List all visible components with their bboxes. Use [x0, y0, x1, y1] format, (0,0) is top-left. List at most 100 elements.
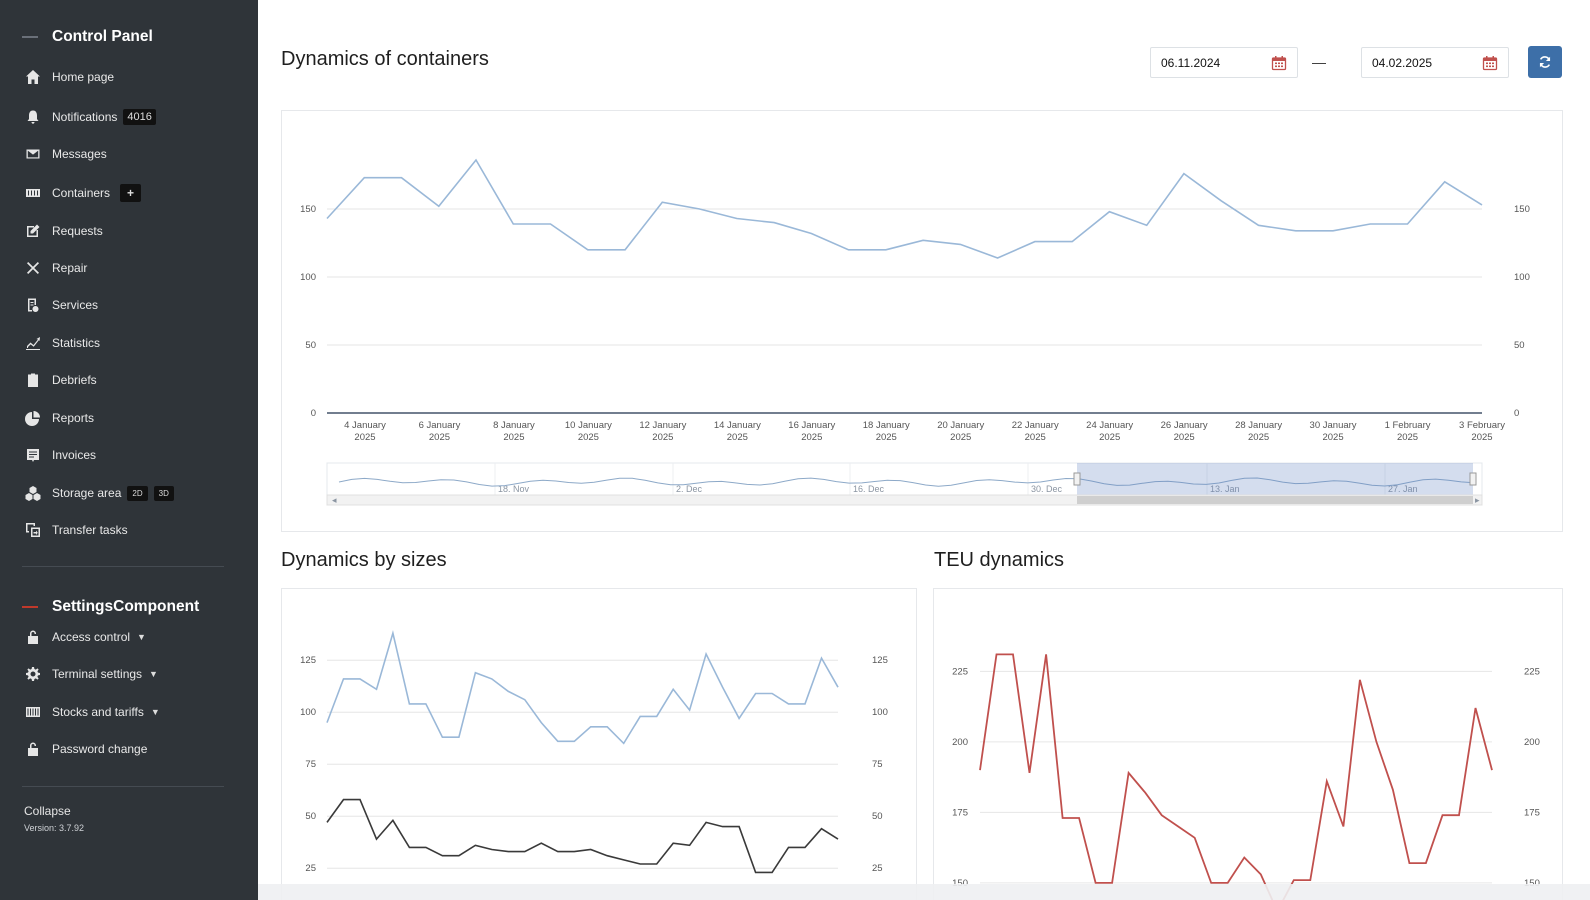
date-to-input[interactable]: 04.02.2025 — [1361, 47, 1509, 78]
sidebar: Control Panel Home page Notifications 40… — [0, 0, 258, 900]
sidebar-item-label: Services — [52, 298, 99, 312]
sidebar-item-access-control[interactable]: Access control ▼ — [24, 626, 146, 648]
y-tick-label-left: 150 — [300, 204, 316, 215]
sidebar-item-transfer-tasks[interactable]: Transfer tasks — [24, 519, 128, 541]
lock-icon — [24, 740, 42, 758]
sidebar-item-messages[interactable]: Messages — [24, 143, 107, 165]
storage-2d-button[interactable]: 2D — [127, 485, 148, 501]
teu-section-title: TEU dynamics — [934, 549, 1065, 571]
x-tick-label: 4 January 2025 — [344, 420, 386, 443]
home-icon — [24, 68, 42, 86]
navigator-series-line — [338, 477, 1475, 487]
container-icon — [24, 184, 42, 202]
page-title: Dynamics of containers — [281, 48, 489, 70]
cubes-icon — [24, 484, 42, 502]
y-tick-label-right: 150 — [1514, 204, 1530, 215]
sizes-chart: 25 25 50 50 75 75 100 100 125 125 — [300, 630, 888, 874]
edit-icon — [24, 222, 42, 240]
clipboard-icon — [24, 371, 42, 389]
y-tick-label-right: 0 — [1514, 408, 1519, 419]
unlock-icon — [24, 628, 42, 646]
invoice-icon — [24, 446, 42, 464]
x-tick-label: 6 January 2025 — [419, 420, 461, 443]
sidebar-item-password-change[interactable]: Password change — [24, 738, 147, 760]
x-tick-label: 30 January 2025 — [1310, 420, 1357, 443]
sidebar-item-label: Containers — [52, 186, 111, 200]
pie-icon — [24, 409, 42, 427]
navigator-label: 30. Dec — [1031, 484, 1063, 494]
x-tick-label: 16 January 2025 — [788, 420, 835, 443]
sidebar-item-requests[interactable]: Requests — [24, 220, 103, 242]
calendar-icon[interactable] — [1271, 55, 1287, 71]
sidebar-item-services[interactable]: Services — [24, 294, 98, 316]
y-tick-label-left: 50 — [305, 811, 316, 822]
x-tick-label: 24 January 2025 — [1086, 420, 1133, 443]
y-tick-label-left: 0 — [311, 408, 316, 419]
navigator-label: 13. Jan — [1210, 484, 1240, 494]
transfer-icon — [24, 521, 42, 539]
x-tick-label: 28 January 2025 — [1235, 420, 1282, 443]
x-tick-label: 26 January 2025 — [1161, 420, 1208, 443]
chevron-down-icon: ▼ — [149, 669, 158, 679]
sidebar-divider — [22, 786, 224, 787]
collapse-button[interactable]: Collapse — [24, 804, 71, 818]
containers-chart-panel: 0 0 50 50 100 100 150 150 4 January 2025 6 January… — [281, 110, 1563, 532]
version-label: Version: 3.7.92 — [24, 823, 85, 833]
navigator-label: 16. Dec — [853, 484, 885, 494]
add-container-button[interactable]: + — [120, 184, 142, 202]
y-tick-label-right: 25 — [872, 863, 883, 874]
y-tick-label-right: 50 — [1514, 340, 1525, 351]
x-tick-label: 3 February 2025 — [1459, 420, 1505, 443]
gear-icon — [24, 665, 42, 683]
sidebar-item-label: Notifications — [52, 110, 118, 124]
sidebar-item-statistics[interactable]: Statistics — [24, 332, 100, 354]
storage-3d-button[interactable]: 3D — [153, 485, 174, 501]
sidebar-item-terminal-settings[interactable]: Terminal settings ▼ — [24, 663, 158, 685]
x-tick-label: 10 January 2025 — [565, 420, 612, 443]
y-tick-label-left: 25 — [305, 863, 316, 874]
sidebar-item-label: Transfer tasks — [52, 523, 128, 537]
y-tick-label-right: 75 — [872, 759, 883, 770]
date-from-value: 06.11.2024 — [1161, 55, 1221, 70]
navigator-area — [326, 462, 1483, 496]
y-tick-label-left: 125 — [300, 655, 316, 666]
refresh-button[interactable] — [1528, 46, 1562, 78]
y-tick-label-right: 150 — [1524, 878, 1540, 889]
sidebar-item-label: Invoices — [52, 448, 97, 462]
navigator-scrollbar-track — [326, 494, 1483, 506]
sidebar-item-invoices[interactable]: Invoices — [24, 444, 96, 466]
sidebar-item-repair[interactable]: Repair — [24, 257, 87, 279]
calendar-icon[interactable] — [1482, 55, 1498, 71]
sidebar-item-containers[interactable]: Containers + — [24, 182, 142, 204]
navigator-label: 27. Jan — [1388, 484, 1418, 494]
sidebar-item-label: Home page — [52, 70, 115, 84]
settings-header: SettingsComponent — [22, 598, 199, 616]
navigator-handle-right — [1469, 472, 1477, 486]
sidebar-item-reports[interactable]: Reports — [24, 407, 94, 429]
y-tick-label-right: 100 — [1514, 272, 1530, 283]
x-tick-label: 18 January 2025 — [863, 420, 910, 443]
sidebar-item-label: Storage area — [52, 486, 122, 500]
sidebar-item-debriefs[interactable]: Debriefs — [24, 369, 97, 391]
sidebar-item-label: Reports — [52, 411, 95, 425]
series-line — [326, 630, 839, 745]
teu-chart-panel: 150 150 175 175 200 200 225 225 — [933, 588, 1563, 900]
y-tick-label-right: 200 — [1524, 737, 1540, 748]
sidebar-item-label: Terminal settings — [52, 667, 143, 681]
sidebar-item-label: Requests — [52, 224, 103, 238]
date-to-value: 04.02.2025 — [1372, 55, 1433, 70]
sidebar-item-label: Access control — [52, 630, 131, 644]
settings-title: SettingsComponent — [52, 598, 200, 615]
sidebar-item-home[interactable]: Home page — [24, 66, 114, 88]
sizes-chart-panel: 25 25 50 50 75 75 100 100 125 125 — [281, 588, 917, 900]
barcode-icon — [24, 703, 42, 721]
sidebar-item-label: Repair — [52, 261, 88, 275]
navigator-handle-left — [1073, 472, 1081, 486]
sidebar-item-notifications[interactable]: Notifications 4016 — [24, 106, 156, 128]
y-tick-label-left: 150 — [952, 878, 968, 889]
date-from-input[interactable]: 06.11.2024 — [1150, 47, 1298, 78]
sidebar-item-label: Stocks and tariffs — [52, 705, 144, 719]
sidebar-item-stocks-tariffs[interactable]: Stocks and tariffs ▼ — [24, 701, 160, 723]
scroll-right-arrow: ▸ — [1475, 495, 1480, 505]
sidebar-item-storage-area[interactable]: Storage area 2D 3D — [24, 482, 174, 504]
